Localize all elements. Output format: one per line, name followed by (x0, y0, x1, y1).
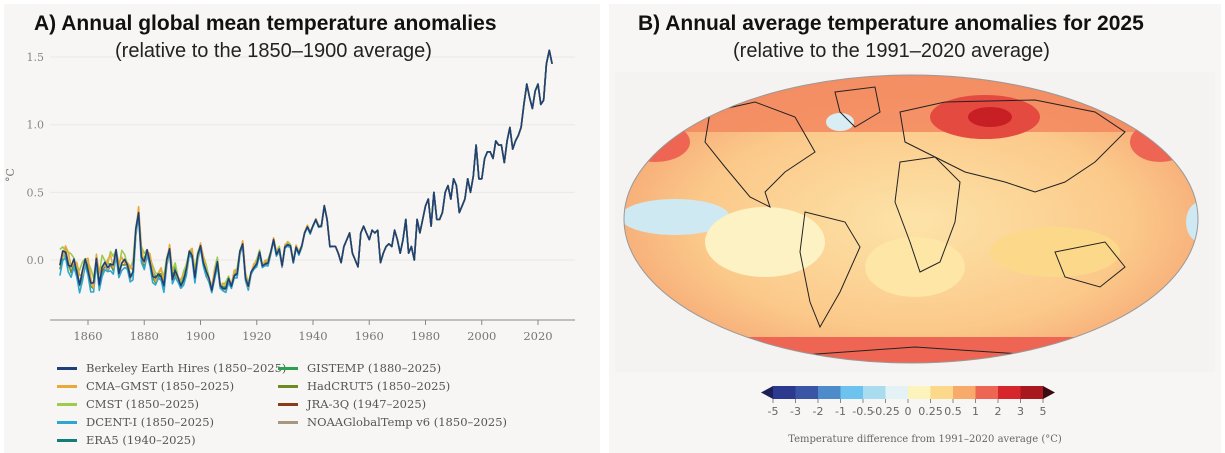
legend-item: NOAAGlobalTemp v6 (1850–2025) (278, 415, 507, 429)
colorbar-tick-label: 0.25 (918, 405, 943, 418)
colorbar-segment (863, 386, 886, 399)
colorbar-tick-label: 5 (1040, 405, 1047, 418)
world-map (615, 72, 1215, 372)
legend-swatch (57, 420, 77, 424)
legend-swatch (57, 402, 77, 406)
colorbar-tick-label: -0.5 (852, 405, 873, 418)
pacific-cool-region (624, 199, 730, 235)
legend-label: NOAAGlobalTemp v6 (1850–2025) (307, 415, 508, 429)
colorbar-segment (930, 386, 954, 399)
colorbar-segment (908, 386, 931, 399)
legend-swatch (57, 438, 77, 442)
x-tick-label: 1900 (186, 329, 215, 343)
colorbar-tick-label: -0.25 (871, 405, 899, 418)
legend-label: DCENT-I (1850–2025) (86, 415, 215, 429)
colorbar-segment (953, 386, 976, 399)
colorbar-tick-label: -3 (790, 405, 801, 418)
legend-swatch (278, 402, 298, 406)
legend-item: DCENT-I (1850–2025) (57, 415, 214, 429)
legend-item: ERA5 (1940–2025) (57, 433, 196, 447)
legend-label: ERA5 (1940–2025) (86, 433, 196, 447)
x-tick-label: 1940 (298, 329, 327, 343)
y-tick-label: 1.5 (27, 51, 45, 64)
colorbar-tick-label: -2 (813, 405, 824, 418)
legend-label: JRA-3Q (1947–2025) (307, 397, 427, 411)
x-tick-label: 2000 (467, 329, 496, 343)
line-chart: 0.0 0.5 1.0 1.5 1860 1880 1900 1920 1940 1960 1980… (4, 49, 575, 343)
legend-swatch (57, 366, 77, 370)
panel-a-title: A) Annual global mean temperature anomal… (34, 12, 497, 35)
legend-label: CMST (1850–2025) (86, 397, 200, 411)
colorbar-segment (818, 386, 841, 399)
colorbar-segment (795, 386, 819, 399)
x-tick-label: 1860 (73, 329, 102, 343)
legend-swatch (278, 384, 298, 388)
y-tick-label: 0.0 (27, 254, 45, 267)
colorbar-tick-label: -1 (835, 405, 846, 418)
legend-item: Berkeley Earth Hires (1850–2025) (57, 361, 286, 375)
legend-item: HadCRUT5 (1850–2025) (278, 379, 450, 393)
x-tick-label: 1960 (355, 329, 384, 343)
colorbar-tick-label: 0 (905, 405, 912, 418)
x-tick-label: 1880 (130, 329, 159, 343)
colorbar-segment (840, 386, 864, 399)
colorbar-min-arrow (761, 386, 773, 399)
series-line (143, 49, 553, 293)
colorbar-tick-label: 1 (972, 405, 979, 418)
legend-item: CMST (1850–2025) (57, 397, 199, 411)
y-axis-label: °C (4, 168, 17, 182)
y-tick-label: 0.5 (27, 186, 45, 199)
legend-label: HadCRUT5 (1850–2025) (307, 379, 451, 393)
legend-label: CMA–GMST (1850–2025) (86, 379, 235, 393)
colorbar-segment (885, 386, 909, 399)
panel-a-subtitle: (relative to the 1850–1900 average) (115, 40, 432, 62)
colorbar-segment (773, 386, 796, 399)
series-line (59, 49, 553, 292)
colorbar-tick-label: 0.5 (944, 405, 962, 418)
legend-label: Berkeley Earth Hires (1850–2025) (86, 361, 287, 375)
legend-label: GISTEMP (1880–2025) (307, 361, 442, 375)
legend-swatch (278, 366, 298, 370)
legend-swatch (278, 420, 298, 424)
colorbar-tick-label: 2 (995, 405, 1002, 418)
panel-b-title: B) Annual average temperature anomalies … (638, 12, 1144, 35)
legend-swatch (57, 384, 77, 388)
series-line (332, 49, 553, 268)
coastlines (704, 86, 1126, 358)
colorbar-tick-label: 3 (1017, 405, 1024, 418)
y-tick-label: 1.0 (27, 119, 45, 132)
colorbar-segment (1020, 386, 1044, 399)
colorbar: -5 -3 -2 -1 -0.5-0.25 0 0.25 0.5 1 2 3 5 Temperatur… (761, 386, 1062, 445)
colorbar-segment (998, 386, 1021, 399)
x-tick-label: 1980 (411, 329, 440, 343)
panel-b-subtitle: (relative to the 1991–2020 average) (733, 40, 1050, 62)
colorbar-segment (975, 386, 999, 399)
colorbar-tick-label: -5 (768, 405, 779, 418)
x-tick-label: 1920 (242, 329, 271, 343)
panel-a (4, 4, 600, 453)
legend-item: GISTEMP (1880–2025) (278, 361, 441, 375)
legend-item: JRA-3Q (1947–2025) (278, 397, 426, 411)
colorbar-label: Temperature difference from 1991–2020 av… (788, 434, 1062, 445)
x-tick-label: 2020 (523, 329, 552, 343)
legend-item: CMA–GMST (1850–2025) (57, 379, 234, 393)
colorbar-max-arrow (1043, 386, 1055, 399)
